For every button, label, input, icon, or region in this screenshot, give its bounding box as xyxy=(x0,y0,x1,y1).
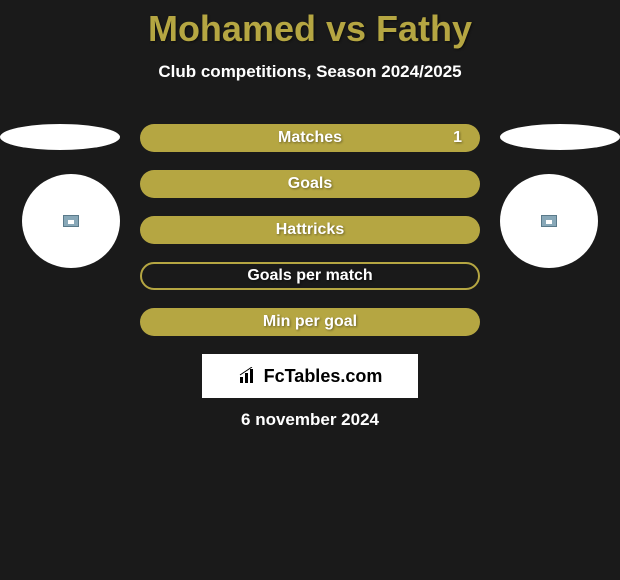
stat-row-min-per-goal: Min per goal xyxy=(140,308,480,336)
stat-label: Goals per match xyxy=(247,267,372,285)
date-label: 6 november 2024 xyxy=(0,410,620,430)
page-subtitle: Club competitions, Season 2024/2025 xyxy=(0,62,620,82)
decor-ellipse-right xyxy=(500,124,620,150)
stat-row-hattricks: Hattricks xyxy=(140,216,480,244)
player-avatar-right xyxy=(500,174,598,268)
chart-icon xyxy=(238,367,260,385)
stat-label: Matches xyxy=(278,129,342,147)
stat-row-goals-per-match: Goals per match xyxy=(140,262,480,290)
stat-value-right: 1 xyxy=(453,129,462,147)
stat-rows: Matches 1 Goals Hattricks Goals per matc… xyxy=(140,124,480,354)
stat-label: Goals xyxy=(288,175,332,193)
stat-row-goals: Goals xyxy=(140,170,480,198)
decor-ellipse-left xyxy=(0,124,120,150)
player-avatar-left xyxy=(22,174,120,268)
brand-label: FcTables.com xyxy=(264,366,383,387)
stat-row-matches: Matches 1 xyxy=(140,124,480,152)
stat-label: Min per goal xyxy=(263,313,357,331)
brand-text: FcTables.com xyxy=(238,366,383,387)
stat-label: Hattricks xyxy=(276,221,344,239)
brand-logo-box: FcTables.com xyxy=(202,354,418,398)
placeholder-icon xyxy=(63,215,79,227)
placeholder-icon xyxy=(541,215,557,227)
page-title: Mohamed vs Fathy xyxy=(0,0,620,50)
